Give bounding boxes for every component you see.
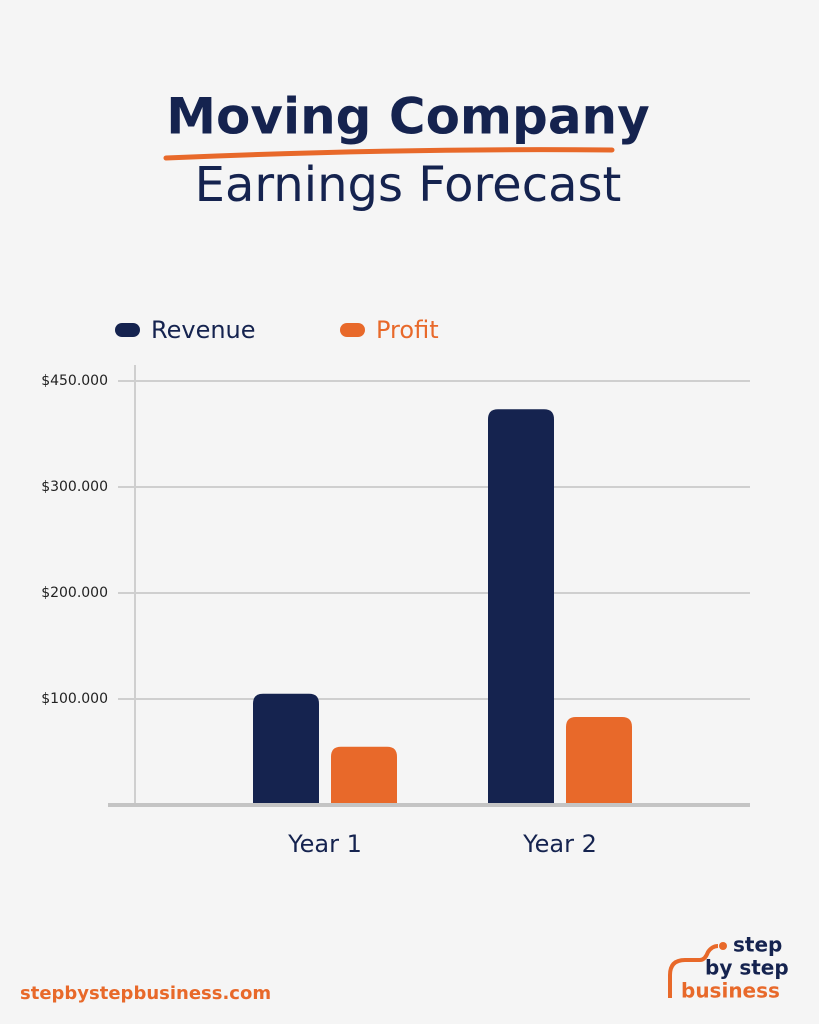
bar	[566, 717, 632, 803]
title-underline	[163, 147, 615, 161]
legend-swatch	[340, 323, 365, 337]
y-tick-label: $300.000	[41, 479, 108, 495]
logo-line	[668, 944, 719, 998]
bar	[253, 693, 319, 803]
logo-dot	[719, 942, 727, 950]
x-tick-label: Year 2	[522, 830, 597, 858]
plot: $100.000 $200.000 $300.000 $450.000 Revenue P…	[41, 316, 750, 858]
y-tick-label: $450.000	[41, 373, 108, 389]
bar	[331, 746, 397, 803]
logo-text: by step	[705, 956, 789, 980]
chart-title: Moving Company	[166, 88, 650, 146]
y-tick-label: $200.000	[41, 585, 108, 601]
footer-url: stepbystepbusiness.com	[20, 983, 271, 1004]
bar	[488, 409, 554, 803]
logo-text: step	[733, 933, 782, 957]
legend-label: Revenue	[151, 316, 256, 344]
legend-label: Profit	[376, 316, 439, 344]
y-tick-label: $100.000	[41, 691, 108, 707]
legend-swatch	[115, 323, 140, 337]
x-tick-label: Year 1	[287, 830, 362, 858]
chart-subtitle: Earnings Forecast	[195, 157, 622, 213]
logo-text: business	[681, 979, 780, 1003]
